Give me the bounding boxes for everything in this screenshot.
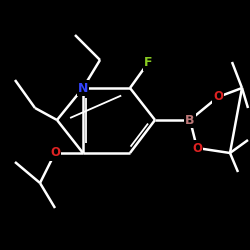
Text: B: B (185, 114, 195, 126)
Text: O: O (50, 146, 60, 160)
Text: F: F (144, 56, 152, 70)
Text: N: N (78, 82, 88, 94)
Text: O: O (192, 142, 202, 154)
Text: O: O (213, 90, 223, 104)
